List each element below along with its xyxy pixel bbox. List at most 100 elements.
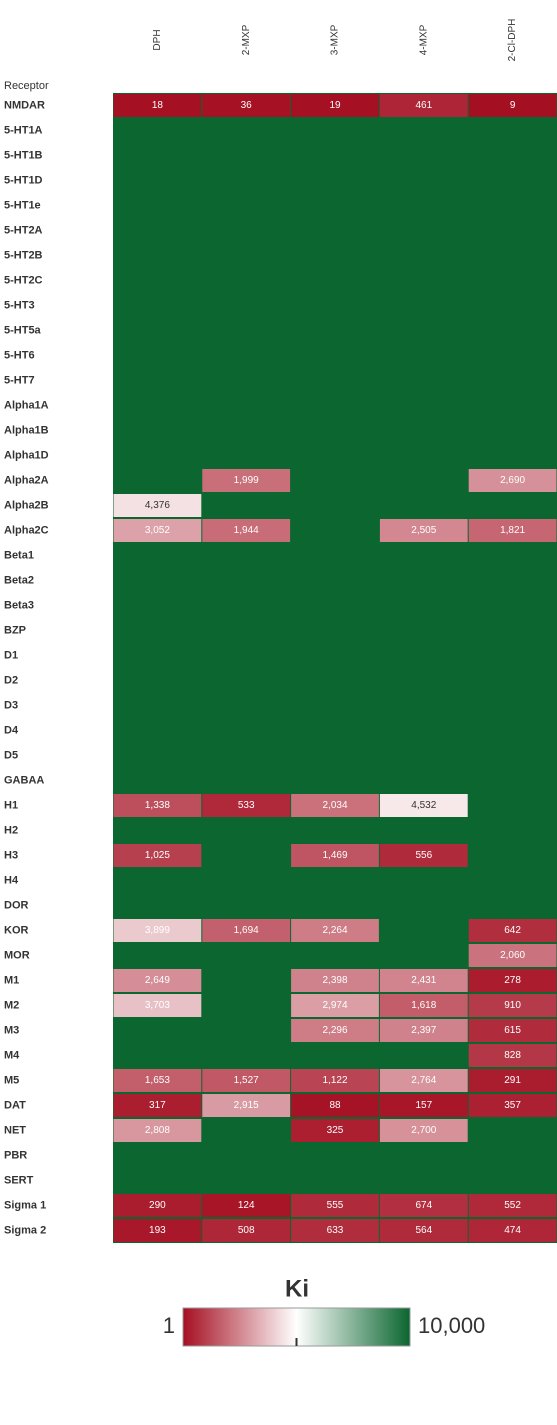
row-label: Alpha1B — [4, 424, 49, 436]
row-label: M5 — [4, 1074, 19, 1086]
heatmap-cell — [379, 519, 468, 542]
heatmap-cell — [291, 1219, 379, 1242]
row-axis-title: Receptor — [4, 80, 49, 92]
row-label: MOR — [4, 949, 30, 961]
column-label: 2-Cl-DPH — [507, 19, 518, 62]
cell-label: 642 — [504, 925, 521, 936]
row-label: D5 — [4, 749, 18, 761]
heatmap-cell — [202, 919, 291, 942]
heatmap-cell — [291, 1094, 379, 1117]
cell-label: 278 — [504, 975, 521, 986]
heatmap-cell — [291, 1194, 379, 1217]
heatmap-cell — [291, 94, 379, 117]
heatmap-cell — [291, 919, 379, 942]
cell-label: 828 — [504, 1050, 521, 1061]
cell-label: 1,653 — [145, 1075, 170, 1086]
cell-label: 325 — [327, 1125, 344, 1136]
heatmap-cell — [291, 1069, 379, 1092]
cell-label: 1,821 — [500, 525, 525, 536]
row-label: D3 — [4, 699, 18, 711]
heatmap-cell — [291, 969, 379, 992]
heatmap-cell — [379, 1019, 468, 1042]
column-label: 2-MXP — [241, 24, 252, 55]
row-label: D2 — [4, 674, 18, 686]
cell-label: 193 — [149, 1225, 166, 1236]
cell-label: 564 — [415, 1225, 432, 1236]
heatmap-cell — [468, 1219, 557, 1242]
row-label: 5-HT3 — [4, 299, 35, 311]
heatmap-cell — [468, 469, 557, 492]
cell-label: 1,944 — [234, 525, 259, 536]
heatmap-cell — [379, 794, 468, 817]
heatmap-cell — [113, 1094, 202, 1117]
cell-label: 1,122 — [322, 1075, 347, 1086]
heatmap-cell — [379, 1194, 468, 1217]
row-label: 5-HT1e — [4, 199, 41, 211]
heatmap-cell — [379, 94, 468, 117]
column-label: 3-MXP — [330, 24, 341, 55]
cell-label: 3,052 — [145, 525, 170, 536]
column-label: 4-MXP — [418, 24, 429, 55]
row-label: M3 — [4, 1024, 19, 1036]
cell-label: 2,398 — [322, 975, 347, 986]
row-label: SERT — [4, 1174, 34, 1186]
heatmap-cell — [202, 1094, 291, 1117]
row-label: Alpha2A — [4, 474, 49, 486]
row-label: Alpha2B — [4, 499, 49, 511]
heatmap-cell — [468, 919, 557, 942]
cell-label: 461 — [415, 100, 432, 111]
cell-label: 2,264 — [322, 925, 347, 936]
heatmap-cell — [468, 1044, 557, 1067]
cell-label: 4,532 — [411, 800, 436, 811]
cell-label: 19 — [329, 100, 341, 111]
row-label: Sigma 1 — [4, 1199, 46, 1211]
cell-label: 3,703 — [145, 1000, 170, 1011]
cell-label: 291 — [504, 1075, 521, 1086]
heatmap-cell — [202, 1219, 291, 1242]
heatmap-cell — [291, 794, 379, 817]
row-label: Alpha1A — [4, 399, 49, 411]
cell-label: 2,034 — [322, 800, 347, 811]
cell-label: 4,376 — [145, 500, 170, 511]
cell-label: 552 — [504, 1200, 521, 1211]
cell-label: 1,694 — [234, 925, 259, 936]
cell-label: 474 — [504, 1225, 521, 1236]
heatmap-cell — [291, 1019, 379, 1042]
cell-label: 2,397 — [411, 1025, 436, 1036]
cell-label: 674 — [415, 1200, 432, 1211]
heatmap-cell — [113, 519, 202, 542]
heatmap-cell — [113, 494, 202, 517]
row-label: 5-HT2A — [4, 224, 43, 236]
heatmap-cell — [113, 794, 202, 817]
cell-label: 88 — [329, 1100, 341, 1111]
heatmap-cell — [202, 469, 291, 492]
row-label: Sigma 2 — [4, 1224, 46, 1236]
heatmap-cell — [379, 1219, 468, 1242]
cell-label: 157 — [415, 1100, 432, 1111]
row-label: 5-HT1B — [4, 149, 43, 161]
row-label: H2 — [4, 824, 18, 836]
heatmap-cell — [291, 844, 379, 867]
heatmap-cell — [113, 1119, 202, 1142]
cell-label: 317 — [149, 1100, 166, 1111]
cell-label: 910 — [504, 1000, 521, 1011]
cell-label: 508 — [238, 1225, 255, 1236]
cell-label: 2,915 — [234, 1100, 259, 1111]
heatmap-cell — [379, 1119, 468, 1142]
heatmap-cell — [468, 1069, 557, 1092]
cell-label: 2,974 — [322, 1000, 347, 1011]
cell-label: 1,025 — [145, 850, 170, 861]
heatmap-cell — [379, 994, 468, 1017]
cell-label: 1,999 — [234, 475, 259, 486]
heatmap-cell — [202, 519, 291, 542]
row-label: NET — [4, 1124, 26, 1136]
row-label: D1 — [4, 649, 18, 661]
cell-label: 1,469 — [322, 850, 347, 861]
colorbar-tick-label: 10,000 — [418, 1313, 485, 1338]
heatmap-cell — [113, 1219, 202, 1242]
cell-label: 2,764 — [411, 1075, 436, 1086]
cell-label: 555 — [327, 1200, 344, 1211]
heatmap-cell — [113, 844, 202, 867]
row-label: NMDAR — [4, 99, 45, 111]
heatmap-cell — [468, 944, 557, 967]
